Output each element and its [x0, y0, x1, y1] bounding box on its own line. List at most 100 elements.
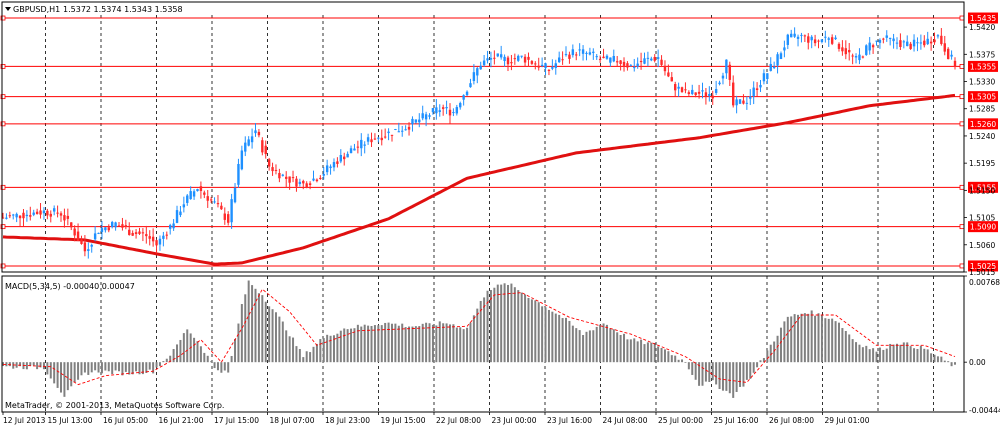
candle	[547, 69, 551, 76]
candle	[209, 197, 213, 203]
level-handle-left-2[interactable]	[0, 94, 6, 100]
candle	[356, 140, 360, 154]
candle	[704, 88, 708, 105]
candle-body	[18, 215, 22, 219]
candle-body	[680, 87, 684, 93]
level-handle-right-5[interactable]	[959, 224, 965, 230]
candle-body	[697, 91, 701, 94]
level-handle-right-0[interactable]	[959, 15, 965, 21]
candle-body	[196, 188, 199, 192]
candle	[738, 99, 742, 105]
candle	[145, 225, 148, 244]
level-handle-left-5[interactable]	[0, 224, 6, 230]
time-tick-label-15: 29 Jul 01:00	[825, 416, 870, 425]
level-handle-right-1[interactable]	[959, 64, 965, 69]
candle-body	[165, 234, 168, 236]
level-price-tag-3	[968, 118, 998, 130]
candle-body	[738, 99, 742, 104]
level-handle-right-3[interactable]	[959, 121, 965, 127]
macd-bar	[353, 328, 356, 363]
candle-body	[302, 180, 305, 184]
frames-layer	[1, 1, 965, 413]
candle-body	[479, 65, 482, 70]
candle-body	[609, 57, 612, 63]
candle	[254, 123, 257, 137]
candle	[441, 104, 445, 116]
candle-body	[267, 159, 271, 167]
candle	[32, 209, 35, 217]
candle	[175, 205, 179, 224]
candle	[216, 195, 220, 208]
level-price-label-2: 1.5305	[970, 93, 996, 102]
candle	[271, 162, 274, 176]
macd-bar	[609, 328, 612, 363]
candle	[639, 52, 643, 70]
candle-body	[448, 109, 452, 116]
candle-body	[916, 42, 919, 44]
macd-bar	[431, 324, 434, 363]
level-handle-left-6[interactable]	[0, 263, 6, 269]
macd-bar	[462, 329, 465, 363]
candle-body	[465, 91, 469, 96]
candle	[602, 48, 605, 59]
candle-body	[56, 212, 59, 214]
macd-bar	[633, 338, 636, 363]
time-tick-label-1: 15 Jul 13:00	[48, 416, 93, 425]
candle-body	[90, 244, 93, 247]
candle-body	[639, 61, 643, 63]
macd-bar	[46, 362, 49, 375]
candle	[888, 37, 892, 46]
macd-bar	[326, 334, 329, 363]
candle-body	[807, 36, 810, 43]
candle	[708, 86, 711, 102]
candle	[104, 226, 107, 233]
level-handle-right-4[interactable]	[959, 184, 965, 190]
level-handle-right-6[interactable]	[959, 263, 965, 269]
candle-body	[46, 210, 49, 216]
macd-bar	[390, 323, 393, 363]
candle	[827, 36, 830, 47]
macd-bar	[940, 356, 943, 363]
macd-bar	[599, 324, 602, 363]
level-handle-right-2[interactable]	[959, 94, 965, 100]
candle-body	[752, 87, 755, 97]
macd-bar	[380, 325, 383, 363]
candle	[585, 51, 588, 61]
candle	[783, 40, 786, 58]
candle-body	[172, 223, 175, 229]
candle-body	[312, 178, 315, 181]
macd-bar	[503, 283, 506, 363]
macd-bar	[158, 362, 161, 367]
candle-body	[227, 214, 230, 223]
dropdown-arrow-icon[interactable]	[5, 7, 11, 11]
level-handle-left-0[interactable]	[0, 15, 6, 21]
candle-body	[346, 153, 349, 158]
macd-bar	[182, 333, 185, 363]
candle	[52, 205, 56, 216]
macd-bar	[496, 284, 499, 363]
candle	[73, 225, 76, 242]
macd-bar	[681, 359, 684, 363]
candle	[97, 232, 100, 235]
candle	[346, 151, 349, 158]
level-handle-left-3[interactable]	[0, 121, 6, 127]
candle	[366, 133, 370, 145]
candle	[267, 157, 271, 171]
macd-bar	[141, 362, 144, 375]
macd-bar	[346, 329, 349, 363]
macd-bar	[421, 323, 424, 363]
macd-bar	[309, 352, 312, 363]
candle-body	[585, 52, 588, 54]
level-handle-left-1[interactable]	[0, 64, 6, 69]
level-handle-left-4[interactable]	[0, 184, 6, 190]
candle	[179, 205, 182, 218]
candle-body	[237, 163, 240, 185]
candle	[244, 136, 247, 157]
candle	[929, 36, 933, 51]
candle	[360, 133, 363, 157]
candle-body	[175, 210, 179, 223]
level-price-label-5: 1.5090	[970, 223, 996, 232]
macd-bar	[585, 331, 588, 363]
